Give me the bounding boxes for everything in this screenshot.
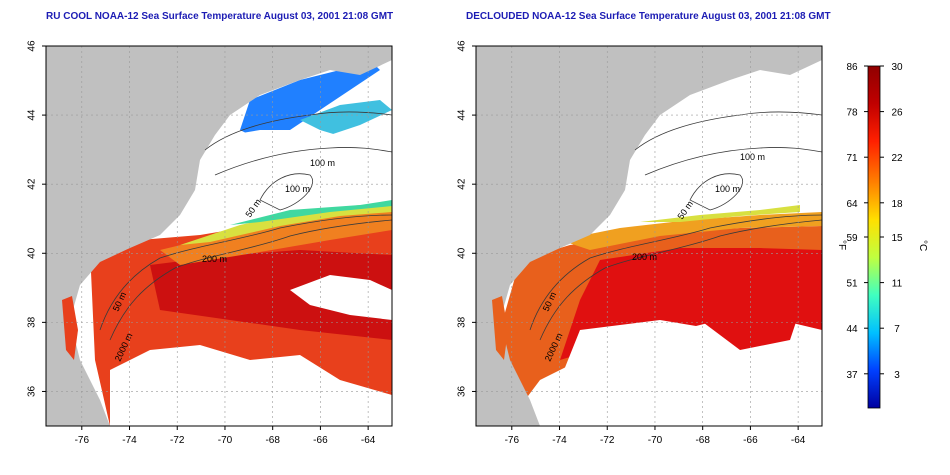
fahrenheit-tick-label: 37 [846, 370, 858, 381]
y-tick-label: 38 [27, 316, 38, 328]
y-tick-label: 46 [27, 40, 38, 52]
contour-label: 100 m [715, 184, 740, 194]
graticule [46, 46, 392, 426]
isobath-contour [214, 147, 392, 176]
land-mass [380, 46, 392, 55]
land-mass [476, 46, 822, 426]
left-map-panel: 100 m 100 m 50 m 200 m 50 m 2000 m -76 -7… [27, 40, 393, 446]
x-tick-label: -64 [791, 435, 806, 446]
colorbar-ticks: 30 86 26 78 22 71 18 64 15 59 11 51 7 44 3 37 [846, 62, 903, 381]
isobath-contour [204, 111, 392, 151]
x-tick-label: -74 [122, 435, 137, 446]
thermal-front [640, 205, 800, 222]
right-map-panel: 100 m 100 m 50 m 200 m 50 m 2000 m -76 -7… [457, 40, 823, 446]
y-tick-label: 44 [27, 109, 38, 121]
contour-label: 200 m [202, 254, 227, 264]
fahrenheit-tick-label: 64 [846, 199, 858, 210]
x-tick-label: -76 [75, 435, 90, 446]
y-tick-label: 42 [457, 178, 468, 190]
celsius-tick-label: 3 [894, 370, 900, 381]
y-tick-label: 42 [27, 178, 38, 190]
celsius-tick-label: 22 [891, 153, 903, 164]
y-tick-label: 40 [457, 247, 468, 259]
map-frame [475, 45, 823, 427]
isobath-contour [539, 219, 822, 341]
x-tick-label: -72 [600, 435, 615, 446]
x-tick-label: -74 [552, 435, 567, 446]
contour-label: 100 m [285, 184, 310, 194]
celsius-tick-label: 26 [891, 108, 903, 119]
fahrenheit-tick-label: 78 [846, 108, 858, 119]
y-tick-label: 46 [457, 40, 468, 52]
land-mass [46, 46, 392, 426]
graticule [476, 46, 822, 426]
x-tick-label: -66 [743, 435, 758, 446]
isobath-contour [689, 173, 743, 211]
celsius-tick-label: 15 [891, 233, 903, 244]
celsius-tick-label: 7 [894, 324, 900, 335]
x-tick-label: -70 [218, 435, 233, 446]
fahrenheit-tick-label: 59 [846, 233, 858, 244]
right-panel-title: DECLOUDED NOAA-12 Sea Surface Temperatur… [466, 11, 831, 22]
x-tick-label: -68 [265, 435, 280, 446]
gulf-stream-core [150, 250, 392, 340]
celsius-tick-label: 30 [891, 62, 903, 73]
y-tick-label: 36 [457, 385, 468, 397]
x-tick-label: -64 [361, 435, 376, 446]
isobath-contour [259, 173, 313, 211]
x-tick-label: -66 [313, 435, 328, 446]
fahrenheit-tick-label: 44 [846, 324, 858, 335]
fahrenheit-unit-label: °F [836, 240, 847, 250]
fahrenheit-tick-label: 51 [846, 279, 858, 290]
contour-label: 100 m [310, 158, 335, 168]
cloud-area [110, 345, 392, 426]
gulf-of-maine-cool-water [300, 100, 392, 135]
x-tick-label: -72 [170, 435, 185, 446]
x-tick-label: -70 [648, 435, 663, 446]
shelf-water-band [160, 210, 392, 265]
fahrenheit-tick-label: 71 [846, 153, 858, 164]
thermal-front [180, 205, 392, 245]
fahrenheit-tick-label: 86 [846, 62, 858, 73]
celsius-unit-label: °C [917, 240, 928, 251]
y-tick-label: 36 [27, 385, 38, 397]
chesapeake-bay [492, 296, 508, 360]
x-tick-label: -76 [505, 435, 520, 446]
axis-ticks: -76 -74 -72 -70 -68 -66 -64 36 38 40 42 44 46 [27, 40, 376, 446]
celsius-tick-label: 18 [891, 199, 903, 210]
contour-label: 200 m [632, 252, 657, 262]
y-tick-label: 40 [27, 247, 38, 259]
colorbar: 30 86 26 78 22 71 18 64 15 59 11 51 7 44 3 37 °F °C [836, 62, 928, 409]
cool-water-region [230, 200, 392, 225]
colorbar-gradient [867, 65, 881, 409]
contour-label: 100 m [740, 152, 765, 162]
cloud-area [290, 275, 392, 320]
isobath-contour [634, 111, 822, 151]
hot-water-patch [700, 300, 800, 350]
left-panel-title: RU COOL NOAA-12 Sea Surface Temperature … [46, 11, 394, 22]
axis-ticks: -76 -74 -72 -70 -68 -66 -64 36 38 40 42 44 46 [457, 40, 806, 446]
isobath-contour [644, 147, 822, 176]
cloud-area [200, 130, 392, 210]
celsius-tick-label: 11 [892, 279, 903, 290]
isobath-contour [109, 219, 392, 341]
x-tick-label: -68 [695, 435, 710, 446]
y-tick-label: 38 [457, 316, 468, 328]
y-tick-label: 44 [457, 109, 468, 121]
gulf-of-maine-cold-water [240, 60, 380, 140]
map-frame [45, 45, 393, 427]
shelf-water-band [560, 212, 822, 250]
chesapeake-bay [62, 296, 78, 360]
